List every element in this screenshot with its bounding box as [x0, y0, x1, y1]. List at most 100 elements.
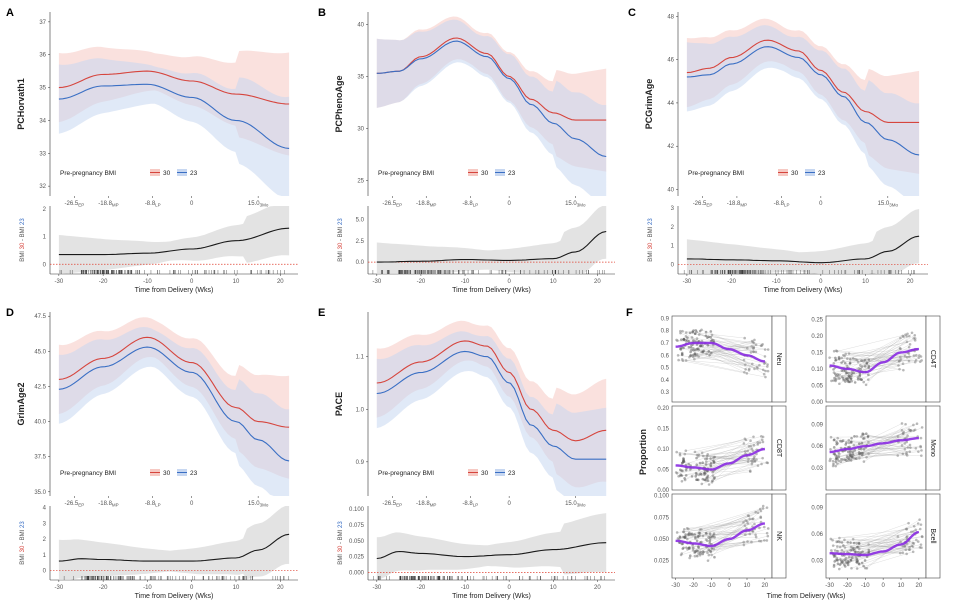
data-point [680, 480, 684, 483]
facet-x-tick-label: 20 [916, 583, 923, 589]
data-point [829, 549, 833, 552]
data-point [831, 464, 835, 468]
data-point [754, 510, 757, 514]
panel-a: A PCHorvath1 32 33 34 35 36 37 Pre-pregnancy BMI… [6, 7, 298, 294]
data-point [907, 548, 911, 551]
difference-y-tick-label: 3 [671, 206, 675, 212]
band-bmi23 [376, 331, 607, 496]
subject-line [696, 438, 745, 456]
difference-y-tick-label: 3 [43, 521, 47, 527]
data-point [912, 354, 916, 357]
data-point [844, 380, 847, 383]
y-axis-label: GrimAge2 [16, 382, 26, 425]
data-point [708, 539, 712, 543]
data-point [852, 443, 856, 447]
data-point [707, 350, 711, 353]
data-point [708, 541, 712, 545]
data-point [758, 507, 762, 511]
data-point [867, 550, 871, 554]
data-point [828, 459, 832, 463]
facet-frame [825, 493, 927, 579]
series-line-bmi30 [376, 340, 607, 442]
data-point [832, 368, 835, 371]
facet-strip [771, 405, 787, 491]
data-point [843, 546, 847, 549]
data-point [896, 435, 900, 438]
subject-line [707, 525, 746, 547]
y-tick-label: 32 [39, 184, 46, 190]
data-point [858, 373, 862, 377]
facet-y-tick-label: 0.8 [661, 329, 670, 335]
data-point [693, 533, 696, 536]
data-point [903, 447, 907, 451]
data-point [756, 511, 760, 514]
data-point [847, 450, 850, 454]
band-bmi23 [58, 58, 290, 196]
difference-x-tick-label: 0 [507, 279, 511, 285]
y-tick-label: 35.0 [34, 490, 46, 496]
data-point [920, 454, 923, 457]
x-tick-label: 0 [190, 201, 194, 207]
data-point [747, 457, 750, 461]
data-point [706, 551, 709, 554]
data-point [837, 357, 841, 361]
data-point [742, 543, 746, 547]
data-point [847, 441, 851, 445]
subject-line [848, 353, 899, 366]
data-point [839, 460, 843, 464]
facet-cd8t: CD8T 0.00 0.05 0.10 0.15 0.20 [657, 405, 787, 494]
data-point [679, 553, 683, 557]
data-point [759, 509, 763, 513]
data-point [713, 535, 716, 539]
data-point [707, 553, 711, 557]
subject-line [844, 531, 912, 548]
data-point [679, 329, 682, 333]
data-point [910, 544, 914, 548]
data-point [905, 356, 909, 359]
x-axis-label: Time from Delivery (Wks) [764, 287, 843, 294]
data-point [680, 461, 684, 465]
data-point [759, 520, 763, 524]
difference-y-label: BMI 30 - BMI 23 [20, 218, 26, 262]
facet-y-tick-label: 0.4 [661, 378, 670, 384]
data-point [698, 461, 702, 465]
data-point [702, 350, 705, 353]
data-point [856, 378, 860, 381]
x-tick-label: 0 [507, 201, 511, 207]
data-point [700, 473, 703, 476]
data-point [912, 524, 916, 528]
data-point [760, 438, 764, 442]
difference-x-tick-label: -20 [417, 279, 426, 285]
data-point [699, 550, 702, 554]
data-point [917, 450, 920, 453]
panel-letter: B [318, 7, 326, 19]
subject-line [694, 436, 754, 453]
data-point [903, 442, 907, 445]
data-point [708, 537, 712, 541]
subject-line [712, 470, 751, 473]
data-point [860, 441, 864, 445]
x-tick-label: 0 [507, 501, 511, 507]
difference-x-tick-label: 10 [233, 585, 240, 591]
subject-line [841, 357, 904, 371]
difference-x-tick-label: -20 [727, 279, 736, 285]
data-point [761, 504, 765, 508]
data-point [689, 350, 692, 354]
data-point [840, 361, 843, 364]
data-point [851, 357, 855, 360]
data-point [766, 369, 770, 373]
difference-y-tick-label: 2 [43, 537, 47, 543]
subject-line [831, 436, 898, 438]
data-point [749, 351, 753, 354]
difference-x-tick-label: 20 [594, 279, 601, 285]
y-axis-label: PCGrimAge [644, 79, 654, 130]
data-point [766, 363, 769, 366]
data-point [834, 372, 837, 376]
data-point [863, 364, 867, 368]
data-point [701, 552, 705, 556]
data-point [834, 356, 837, 360]
data-point [905, 542, 909, 546]
data-point [867, 358, 871, 362]
